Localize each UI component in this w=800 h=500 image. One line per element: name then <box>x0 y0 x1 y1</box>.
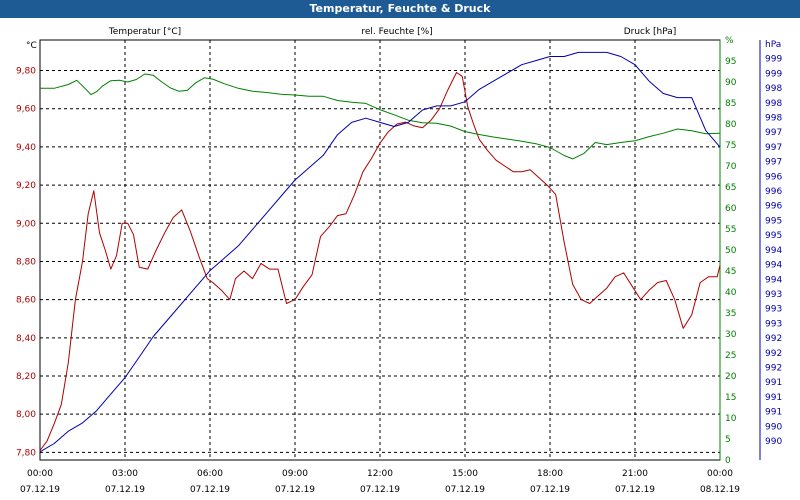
x-tick-date: 08.12.19 <box>700 485 740 495</box>
x-tick-date: 07.12.19 <box>105 485 145 495</box>
humidity-tick-label: 20 <box>725 372 737 382</box>
pressure-tick-label: 994 <box>765 275 782 285</box>
pressure-tick-label: 991 <box>765 378 782 388</box>
temperature-axis-label: Temperatur [°C] <box>108 27 181 37</box>
pressure-tick-label: 998 <box>765 114 782 124</box>
pressure-tick-label: 997 <box>765 128 782 138</box>
x-tick-time: 09:00 <box>282 469 308 479</box>
temperature-tick-label: 7,80 <box>16 448 36 458</box>
humidity-tick-label: 70 <box>725 162 737 172</box>
pressure-tick-label: 999 <box>765 55 782 65</box>
pressure-tick-label: 993 <box>765 319 782 329</box>
x-tick-time: 21:00 <box>622 469 648 479</box>
x-tick-time: 00:00 <box>707 469 733 479</box>
pressure-series-line <box>39 51 721 453</box>
tick-labels: 7,80 8,00 8,20 8,40 8,60 8,80 9,00 9,20 9,40 9,60… <box>16 36 782 495</box>
pressure-tick-label: 990 <box>765 437 782 447</box>
plot-frame <box>39 39 761 461</box>
pressure-tick-label: 992 <box>765 363 782 373</box>
pressure-tick-label: 992 <box>765 334 782 344</box>
pressure-tick-label: 997 <box>765 158 782 168</box>
temperature-tick-label: 9,60 <box>16 105 36 115</box>
temperature-tick-label: 8,20 <box>16 372 36 382</box>
humidity-series-line <box>40 73 721 160</box>
pressure-tick-label: 996 <box>765 172 782 182</box>
temperature-series-line <box>39 72 721 451</box>
pressure-tick-label: hPa <box>765 40 781 50</box>
temperature-tick-label: 8,40 <box>16 334 36 344</box>
pressure-tick-label: 995 <box>765 216 782 226</box>
humidity-tick-label: 30 <box>725 330 737 340</box>
pressure-tick-label: 993 <box>765 305 782 315</box>
series-lines <box>39 51 721 453</box>
temperature-tick-label: 8,00 <box>16 410 36 420</box>
temperature-unit-label: °C <box>26 41 37 51</box>
humidity-axis-label: rel. Feuchte [%] <box>361 27 432 37</box>
grid-lines <box>40 40 720 460</box>
pressure-tick-label: 994 <box>765 246 782 256</box>
x-tick-time: 12:00 <box>367 469 393 479</box>
x-tick-time: 06:00 <box>197 469 223 479</box>
x-tick-time: 15:00 <box>452 469 478 479</box>
x-tick-time: 00:00 <box>27 469 53 479</box>
x-tick-date: 07.12.19 <box>190 485 230 495</box>
humidity-tick-label: 40 <box>725 288 737 298</box>
humidity-tick-label: 0 <box>725 456 731 466</box>
x-tick-date: 07.12.19 <box>615 485 655 495</box>
humidity-tick-label: 65 <box>725 183 736 193</box>
pressure-tick-label: 996 <box>765 202 782 212</box>
temperature-tick-label: 9,20 <box>16 181 36 191</box>
humidity-tick-label: 10 <box>725 414 737 424</box>
pressure-tick-label: 990 <box>765 422 782 432</box>
pressure-tick-label: 998 <box>765 84 782 94</box>
humidity-tick-label: 85 <box>725 99 736 109</box>
x-tick-time: 03:00 <box>112 469 138 479</box>
humidity-tick-label: 15 <box>725 393 736 403</box>
humidity-tick-label: 60 <box>725 204 737 214</box>
pressure-tick-label: 991 <box>765 393 782 403</box>
humidity-tick-label: 5 <box>725 435 731 445</box>
temperature-tick-label: 8,80 <box>16 257 36 267</box>
humidity-tick-label: 90 <box>725 78 737 88</box>
x-tick-date: 07.12.19 <box>530 485 570 495</box>
x-tick-time: 18:00 <box>537 469 563 479</box>
humidity-tick-label: 50 <box>725 246 737 256</box>
x-tick-date: 07.12.19 <box>20 485 60 495</box>
pressure-tick-label: 996 <box>765 187 782 197</box>
x-tick-date: 07.12.19 <box>445 485 485 495</box>
temperature-tick-label: 9,00 <box>16 219 36 229</box>
pressure-tick-label: 992 <box>765 349 782 359</box>
temperature-tick-label: 8,60 <box>16 296 36 306</box>
x-tick-date: 07.12.19 <box>275 485 315 495</box>
pressure-tick-label: 991 <box>765 408 782 418</box>
pressure-axis-label: Druck [hPa] <box>624 27 677 37</box>
temperature-tick-label: 9,40 <box>16 143 36 153</box>
x-tick-date: 07.12.19 <box>360 485 400 495</box>
humidity-tick-label: % <box>725 36 734 46</box>
pressure-tick-label: 999 <box>765 69 782 79</box>
humidity-tick-label: 35 <box>725 309 736 319</box>
pressure-tick-label: 994 <box>765 261 782 271</box>
chart-title: Temperatur, Feuchte & Druck <box>0 0 800 18</box>
humidity-tick-label: 75 <box>725 141 736 151</box>
temperature-tick-label: 9,80 <box>16 67 36 77</box>
pressure-tick-label: 997 <box>765 143 782 153</box>
humidity-tick-label: 45 <box>725 267 736 277</box>
humidity-tick-label: 80 <box>725 120 737 130</box>
pressure-tick-label: 995 <box>765 231 782 241</box>
pressure-tick-label: 998 <box>765 99 782 109</box>
humidity-tick-label: 95 <box>725 57 736 67</box>
humidity-tick-label: 25 <box>725 351 736 361</box>
humidity-tick-label: 55 <box>725 225 736 235</box>
pressure-tick-label: 993 <box>765 290 782 300</box>
